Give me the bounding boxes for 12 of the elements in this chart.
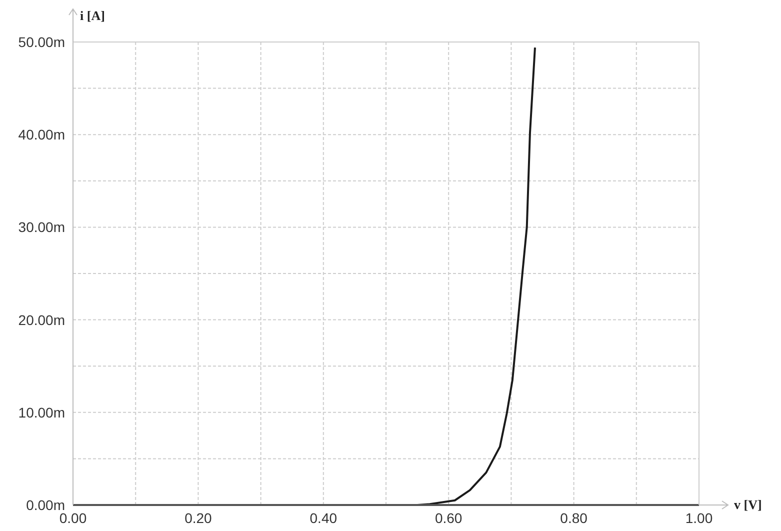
y-tick-label: 20.00m: [18, 312, 65, 328]
y-tick-label: 40.00m: [18, 126, 65, 143]
y-tick-label: 50.00m: [18, 34, 65, 50]
x-tick-label: 0.20: [184, 510, 212, 526]
y-tick-label: 30.00m: [18, 219, 65, 236]
x-axis-title: v [V]: [734, 497, 762, 512]
x-tick-label: 0.80: [560, 510, 588, 526]
y-axis-title: i [A]: [80, 8, 105, 23]
x-tick-label: 1.00: [685, 510, 713, 526]
y-tick-label: 10.00m: [18, 404, 65, 420]
x-tick-label: 0.40: [310, 510, 338, 526]
x-tick-label: 0.60: [434, 510, 462, 526]
